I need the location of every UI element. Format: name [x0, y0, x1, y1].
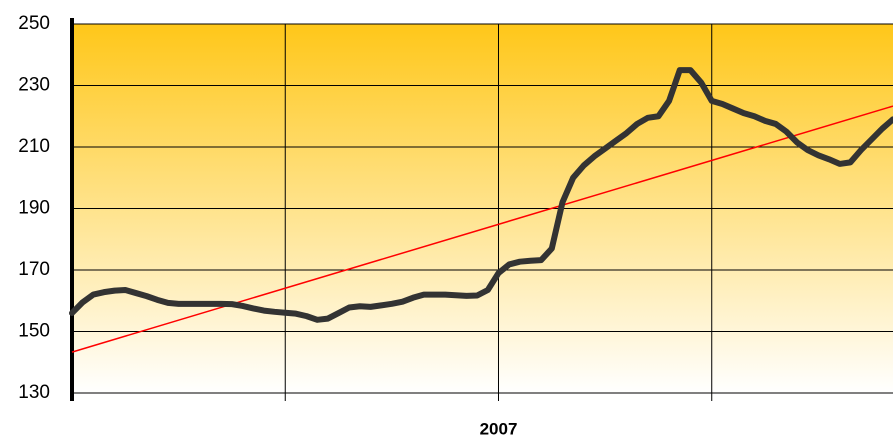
y-tick-label: 170	[18, 259, 50, 280]
trend-line	[71, 105, 893, 353]
data-line	[69, 67, 893, 323]
y-tick-label: 190	[18, 198, 50, 219]
y-tick-label: 250	[18, 13, 50, 34]
y-tick-label: 230	[18, 75, 50, 96]
y-tick-label: 130	[18, 382, 50, 403]
x-tick-label: 2007	[480, 419, 518, 438]
y-tick-label: 150	[18, 321, 50, 342]
y-tick-label: 210	[18, 136, 50, 157]
